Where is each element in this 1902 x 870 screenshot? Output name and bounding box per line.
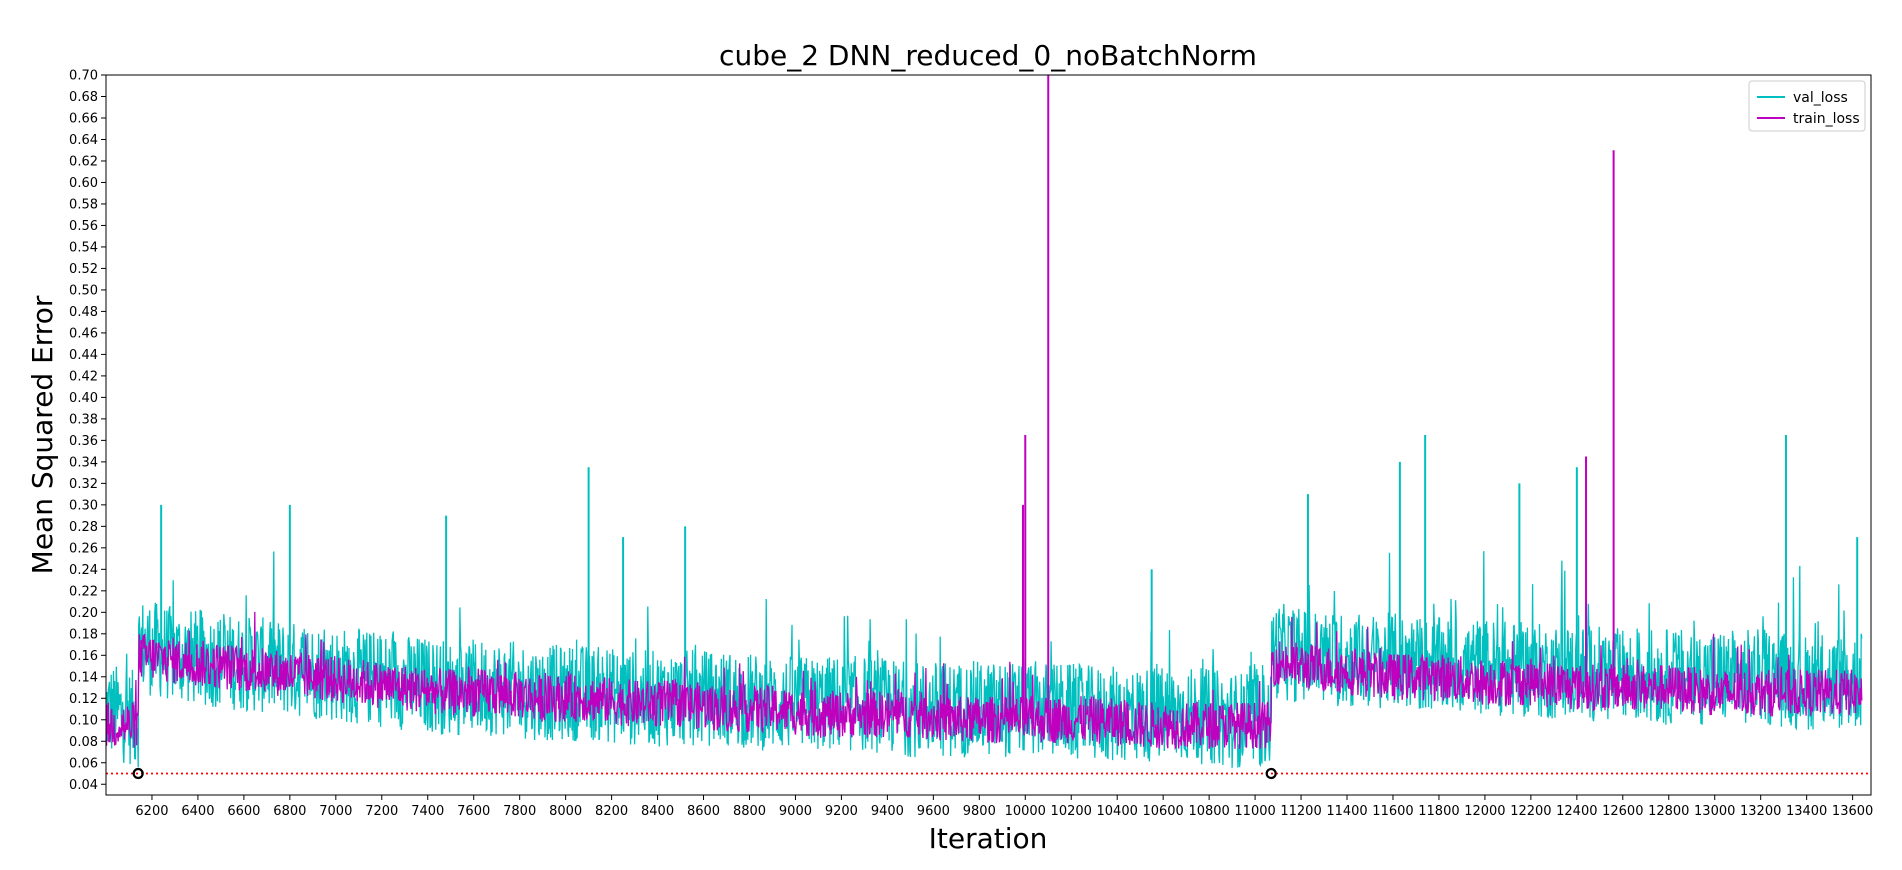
- y-tick-label: 0.16: [69, 649, 98, 664]
- x-tick-label: 13400: [1786, 804, 1827, 819]
- x-tick-label: 10000: [1005, 804, 1046, 819]
- x-tick-label: 7000: [319, 804, 352, 819]
- y-tick-label: 0.18: [69, 627, 98, 642]
- x-tick-label: 12400: [1556, 804, 1597, 819]
- x-tick-label: 6600: [227, 804, 260, 819]
- y-tick-label: 0.56: [69, 219, 98, 234]
- y-tick-label: 0.60: [69, 176, 98, 191]
- y-tick-label: 0.22: [69, 584, 98, 599]
- y-tick-label: 0.08: [69, 735, 98, 750]
- x-tick-label: 10800: [1188, 804, 1229, 819]
- chart-title: cube_2 DNN_reduced_0_noBatchNorm: [719, 39, 1257, 72]
- y-tick-label: 0.44: [69, 348, 98, 363]
- marker-0: [132, 767, 144, 780]
- y-tick-label: 0.32: [69, 477, 98, 492]
- y-tick-label: 0.24: [69, 563, 98, 578]
- x-tick-label: 6400: [181, 804, 214, 819]
- x-tick-label: 9000: [779, 804, 812, 819]
- plot-frame: [105, 74, 1872, 796]
- x-tick-label: 7600: [457, 804, 490, 819]
- x-tick-label: 11800: [1418, 804, 1459, 819]
- y-tick-label: 0.28: [69, 520, 98, 535]
- x-tick-label: 8600: [687, 804, 720, 819]
- y-tick-label: 0.34: [69, 455, 98, 470]
- x-tick-label: 6800: [273, 804, 306, 819]
- x-axis-title: Iteration: [929, 822, 1048, 855]
- y-tick-label: 0.38: [69, 412, 98, 427]
- x-tick-label: 7800: [503, 804, 536, 819]
- y-tick-label: 0.52: [69, 262, 98, 277]
- legend-label-train_loss: train_loss: [1793, 111, 1860, 127]
- y-tick-label: 0.36: [69, 434, 98, 449]
- x-tick-label: 13600: [1832, 804, 1873, 819]
- x-axis: 6200 6400 6600 6800 7000 7200 7400 7600 7800 8000…: [135, 795, 1873, 819]
- y-tick-label: 0.20: [69, 606, 98, 621]
- legend-label-val_loss: val_loss: [1793, 90, 1848, 106]
- x-tick-label: 7400: [411, 804, 444, 819]
- x-tick-label: 13000: [1694, 804, 1735, 819]
- y-tick-label: 0.46: [69, 326, 98, 341]
- x-tick-label: 8800: [733, 804, 766, 819]
- x-tick-label: 12800: [1648, 804, 1689, 819]
- x-tick-label: 7200: [365, 804, 398, 819]
- x-tick-label: 9600: [917, 804, 950, 819]
- plot-area: [105, 75, 1871, 780]
- y-tick-label: 0.10: [69, 713, 98, 728]
- y-tick-label: 0.58: [69, 197, 98, 212]
- x-tick-label: 9400: [871, 804, 904, 819]
- y-tick-label: 0.40: [69, 391, 98, 406]
- x-tick-label: 12000: [1464, 804, 1505, 819]
- y-tick-label: 0.70: [69, 69, 98, 84]
- series-line-val_loss: [105, 551, 1863, 768]
- y-tick-label: 0.48: [69, 305, 98, 320]
- x-tick-label: 10200: [1051, 804, 1092, 819]
- y-axis-title: Mean Squared Error: [26, 295, 59, 574]
- marker-1: [1265, 767, 1277, 780]
- x-tick-label: 10400: [1097, 804, 1138, 819]
- x-tick-label: 10600: [1142, 804, 1183, 819]
- x-tick-label: 13200: [1740, 804, 1781, 819]
- x-tick-label: 12200: [1510, 804, 1551, 819]
- y-tick-label: 0.12: [69, 692, 98, 707]
- y-tick-label: 0.14: [69, 670, 98, 685]
- x-tick-label: 11200: [1280, 804, 1321, 819]
- x-tick-label: 8200: [595, 804, 628, 819]
- y-tick-label: 0.68: [69, 90, 98, 105]
- y-tick-label: 0.66: [69, 111, 98, 126]
- y-tick-label: 0.06: [69, 756, 98, 771]
- x-tick-label: 11600: [1372, 804, 1413, 819]
- x-tick-label: 12600: [1602, 804, 1643, 819]
- y-tick-label: 0.26: [69, 541, 98, 556]
- x-tick-label: 9800: [963, 804, 996, 819]
- y-axis: 0.04 0.06 0.08 0.10 0.12 0.14 0.16 0.18 0.20 0.22…: [69, 69, 106, 793]
- y-tick-label: 0.54: [69, 240, 98, 255]
- x-tick-label: 11400: [1326, 804, 1367, 819]
- series-line-train_loss: [105, 611, 1863, 751]
- legend: val_loss train_loss: [1748, 80, 1866, 132]
- x-tick-label: 8000: [549, 804, 582, 819]
- x-tick-label: 6200: [135, 804, 168, 819]
- y-tick-label: 0.62: [69, 154, 98, 169]
- y-tick-label: 0.30: [69, 498, 98, 513]
- x-tick-label: 9200: [825, 804, 858, 819]
- x-tick-label: 8400: [641, 804, 674, 819]
- y-tick-label: 0.50: [69, 283, 98, 298]
- x-tick-label: 11000: [1234, 804, 1275, 819]
- y-tick-label: 0.42: [69, 369, 98, 384]
- y-tick-label: 0.64: [69, 133, 98, 148]
- y-tick-label: 0.04: [69, 778, 98, 793]
